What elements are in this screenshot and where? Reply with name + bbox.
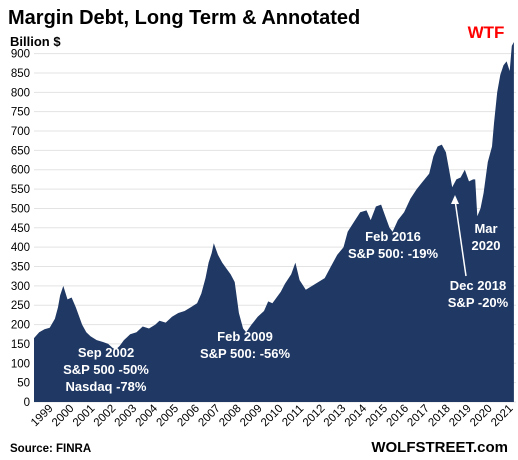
y-tick-label: 550 (11, 184, 30, 196)
annotation-2002-line1: Sep 2002 (78, 345, 134, 360)
annotation-2018-arrow (454, 199, 467, 277)
y-tick-label: 850 (11, 68, 30, 80)
annotation-2009-line2: S&P 500: -56% (200, 346, 291, 361)
annotation-2002-line2: S&P 500 -50% (63, 362, 149, 377)
annotation-2018-line2: S&P -20% (448, 295, 509, 310)
annotation-2002-line3: Nasdaq -78% (66, 379, 147, 394)
y-tick-label: 900 (11, 49, 30, 61)
y-tick-label: 50 (17, 378, 30, 390)
annotation-2020-line2: 2020 (472, 238, 501, 253)
y-tick-label: 700 (11, 126, 30, 138)
y-tick-label: 250 (11, 300, 30, 312)
y-tick-label: 800 (11, 87, 30, 99)
brand-label: WOLFSTREET.com (371, 439, 508, 456)
y-tick-label: 100 (11, 358, 30, 370)
y-tick-label: 150 (11, 339, 30, 351)
chart-title: Margin Debt, Long Term & Annotated (8, 7, 360, 29)
y-tick-label: 450 (11, 223, 30, 235)
y-tick-label: 750 (11, 107, 30, 119)
annotation-2016-line1: Feb 2016 (365, 229, 421, 244)
y-tick-label: 0 (24, 397, 30, 409)
y-tick-label: 650 (11, 145, 30, 157)
y-tick-label: 200 (11, 320, 30, 332)
annotation-2016-line2: S&P 500: -19% (348, 246, 439, 261)
annotation-2020-line1: Mar (474, 221, 497, 236)
y-tick-label: 600 (11, 165, 30, 177)
y-axis-unit-label: Billion $ (10, 34, 61, 49)
y-tick-label: 400 (11, 242, 30, 254)
y-tick-label: 350 (11, 262, 30, 274)
source-label: Source: FINRA (10, 443, 91, 455)
annotation-2018-line1: Dec 2018 (450, 278, 506, 293)
y-tick-label: 300 (11, 281, 30, 293)
annotation-wtf: WTF (468, 23, 505, 42)
y-axis-ticks: 0 50 100 150 200 250 300 350 400 450 500 550 600 650 7… (11, 49, 30, 409)
margin-debt-area (34, 42, 514, 402)
y-tick-label: 500 (11, 203, 30, 215)
annotation-2018-arrowhead (451, 195, 459, 204)
annotation-2009-line1: Feb 2009 (217, 329, 273, 344)
